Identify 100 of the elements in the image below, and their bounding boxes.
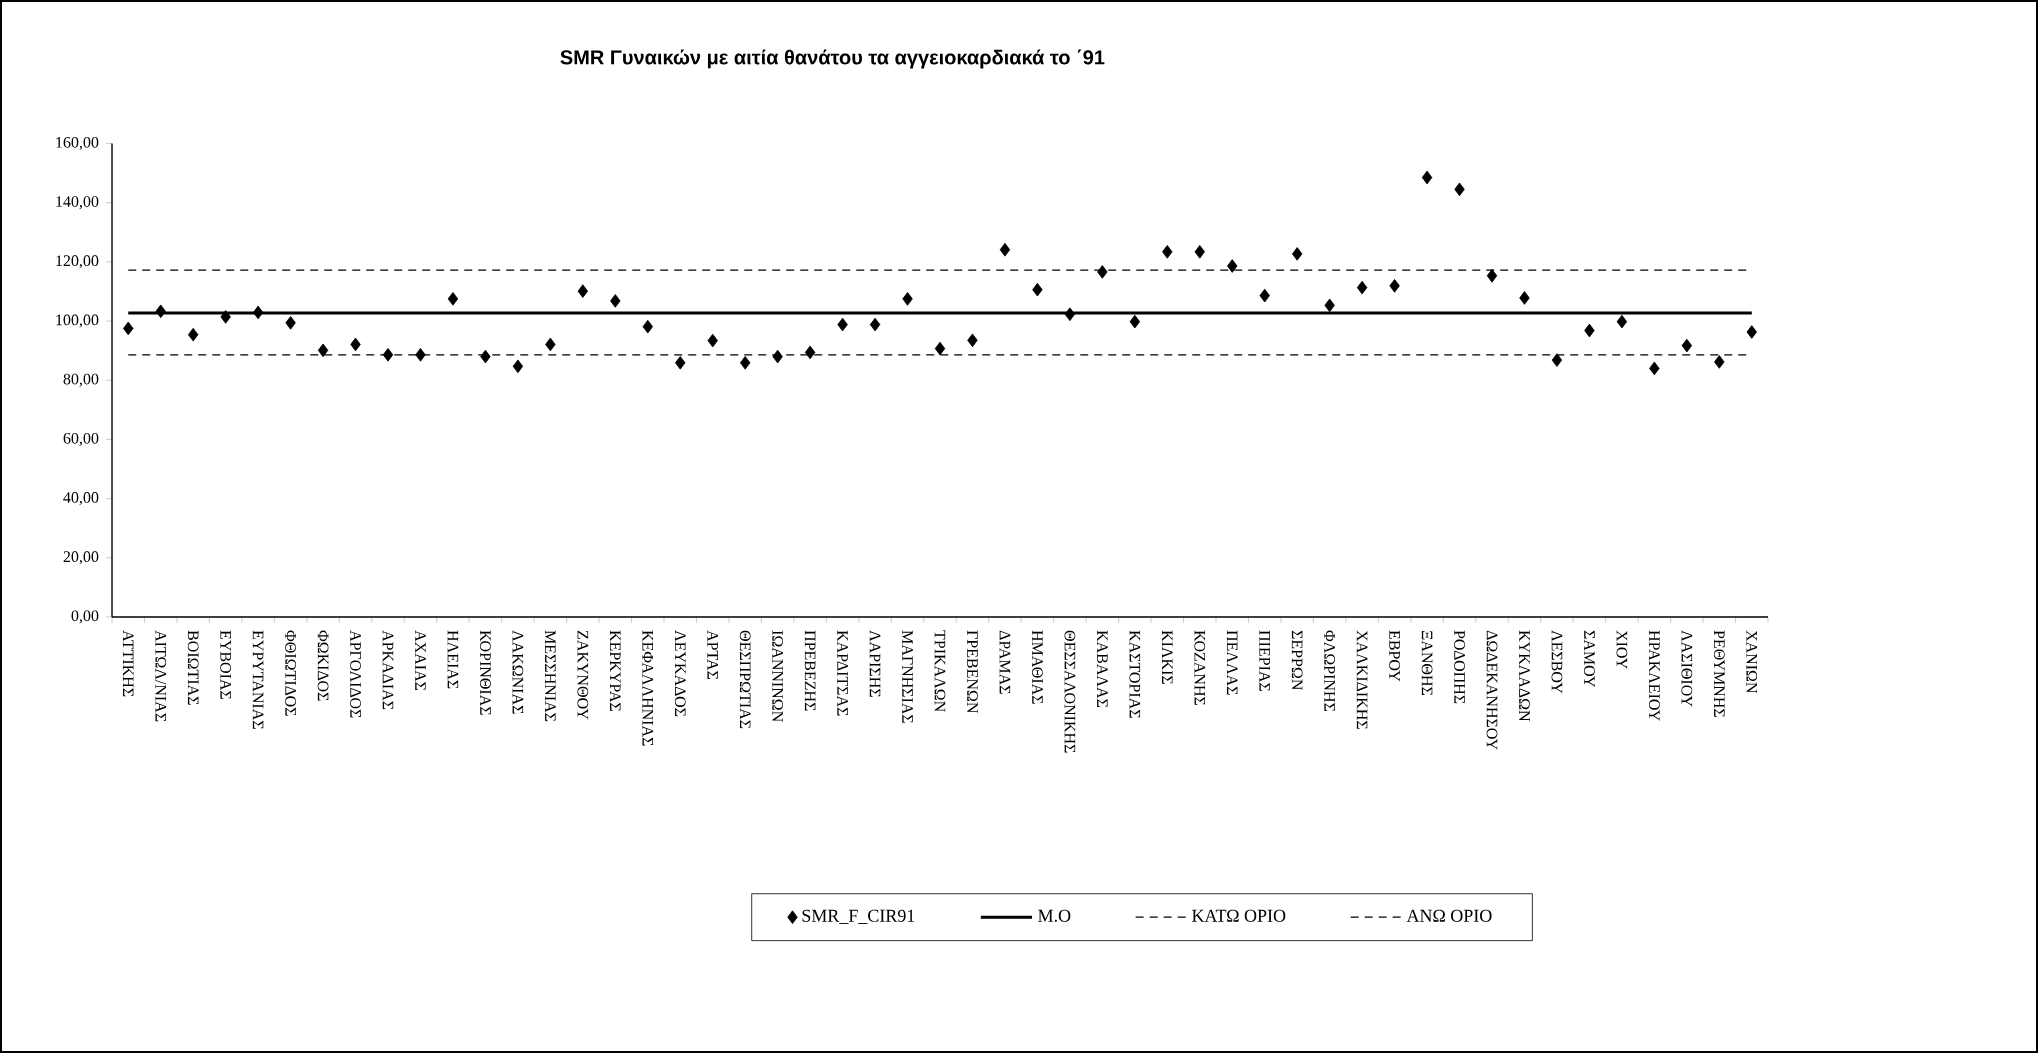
x-tick-label: ΚΑΡΔΙΤΣΑΣ bbox=[837, 630, 848, 716]
legend-label: Μ.Ο bbox=[1038, 909, 1071, 922]
legend-label: ΚΑΤΩ ΟΡΙΟ bbox=[1192, 909, 1286, 922]
point bbox=[1389, 279, 1400, 293]
y-tick-label: 140,00 bbox=[56, 196, 99, 210]
y-tick-label: 40,00 bbox=[63, 492, 99, 506]
x-tick-label: ΡΕΘΥΜΝΗΣ bbox=[1713, 630, 1725, 717]
point bbox=[1291, 247, 1303, 261]
x-tick-label: ΜΕΣΣΗΝΙΑΣ bbox=[545, 630, 556, 722]
x-tick-label: ΑΧΑΙΑΣ bbox=[415, 630, 426, 691]
x-tick-label: ΘΕΣΣΑΛΟΝΙΚΗΣ bbox=[1064, 630, 1076, 753]
y-tick-label: 100,00 bbox=[56, 314, 99, 328]
point bbox=[512, 359, 524, 374]
point bbox=[252, 305, 264, 320]
point bbox=[545, 337, 556, 352]
x-tick-label: ΑΡΓΟΛΙΔΟΣ bbox=[350, 630, 361, 718]
point bbox=[415, 347, 426, 362]
point bbox=[1584, 323, 1595, 338]
point bbox=[934, 341, 946, 356]
x-tick-label: ΑΡΚΑΔΙΑΣ bbox=[382, 630, 394, 710]
x-tick-label: ΧΙΟΥ bbox=[1616, 630, 1628, 669]
x-tick-label: ΣΕΡΡΩΝ bbox=[1291, 630, 1303, 691]
point bbox=[610, 294, 621, 308]
x-tick-label: ΚΑΣΤΟΡΙΑΣ bbox=[1129, 630, 1141, 718]
point bbox=[1486, 268, 1498, 283]
x-tick-label: ΚΟΖΑΝΗΣ bbox=[1194, 630, 1206, 705]
point bbox=[642, 319, 653, 334]
x-tick-label: ΦΘΙΩΤΙΔΟΣ bbox=[285, 630, 296, 716]
x-tick-label: ΛΑΣΙΘΙΟΥ bbox=[1681, 630, 1693, 707]
point bbox=[187, 327, 199, 342]
point bbox=[1649, 361, 1660, 376]
x-tick-label: ΚΟΡΙΝΘΙΑΣ bbox=[480, 630, 491, 715]
point bbox=[675, 355, 686, 370]
point bbox=[317, 343, 329, 358]
point bbox=[1421, 170, 1433, 185]
point bbox=[1064, 307, 1076, 322]
x-tick-label: ΑΙΤΩΛ/ΝΙΑΣ bbox=[155, 630, 167, 722]
x-tick-label: ΘΕΣΠΡΩΤΙΑΣ bbox=[739, 630, 751, 729]
y-tick-label: 160,00 bbox=[56, 136, 99, 151]
point bbox=[577, 284, 589, 298]
x-tick-label: ΠΡΕΒΕΖΗΣ bbox=[804, 630, 816, 711]
point bbox=[480, 349, 491, 364]
x-tick-label: ΛΑΡΙΣΗΣ bbox=[869, 630, 881, 697]
x-tick-label: ΚΙΛΚΙΣ bbox=[1162, 630, 1173, 684]
point bbox=[155, 304, 166, 319]
x-tick-label: ΦΩΚΙΔΟΣ bbox=[317, 630, 329, 701]
point bbox=[837, 317, 848, 332]
point bbox=[739, 355, 751, 370]
point bbox=[1454, 182, 1465, 197]
x-tick-label: ΚΕΦΑΛΛΗΝΙΑΣ bbox=[642, 630, 654, 746]
x-tick-label: ΑΤΤΙΚΗΣ bbox=[122, 630, 134, 697]
legend-label: SMR_F_CIR91 bbox=[802, 909, 915, 924]
x-tick-label: ΚΕΡΚΥΡΑΣ bbox=[610, 630, 621, 711]
x-tick-label: ΧΑΛΚΙΔΙΚΗΣ bbox=[1356, 630, 1368, 729]
legend-label: ΑΝΩ ΟΡΙΟ bbox=[1406, 909, 1492, 922]
point bbox=[902, 292, 913, 306]
y-tick-label: 20,00 bbox=[63, 551, 99, 565]
point bbox=[220, 310, 231, 324]
x-tick-label: ΦΛΩΡΙΝΗΣ bbox=[1324, 630, 1335, 712]
point bbox=[1162, 245, 1173, 259]
point bbox=[804, 345, 816, 360]
point bbox=[1324, 298, 1335, 313]
point bbox=[285, 316, 296, 330]
x-tick-label: ΛΕΥΚΑΔΟΣ bbox=[674, 630, 686, 717]
point bbox=[707, 333, 718, 348]
point bbox=[1227, 259, 1238, 273]
point bbox=[1746, 325, 1757, 339]
point bbox=[1551, 353, 1563, 367]
point bbox=[1356, 280, 1368, 295]
point bbox=[1519, 291, 1530, 305]
x-tick-label: ΧΑΝΙΩΝ bbox=[1746, 630, 1758, 694]
x-tick-label: ΓΡΕΒΕΝΩΝ bbox=[967, 630, 978, 714]
x-tick-label: ΖΑΚΥΝΘΟΥ bbox=[577, 630, 589, 720]
point bbox=[1129, 314, 1141, 329]
x-tick-label: ΠΙΕΡΙΑΣ bbox=[1259, 630, 1270, 691]
point bbox=[1194, 245, 1205, 259]
point bbox=[447, 292, 459, 306]
x-tick-label: ΑΡΤΑΣ bbox=[707, 630, 719, 680]
point bbox=[869, 317, 881, 332]
x-tick-label: ΛΑΚΩΝΙΑΣ bbox=[512, 630, 524, 714]
point bbox=[1616, 314, 1628, 329]
x-tick-label: ΠΕΛΛΑΣ bbox=[1226, 630, 1238, 695]
x-tick-label: ΔΩΔΕΚΑΝΗΣΟΥ bbox=[1486, 630, 1498, 750]
x-tick-label: ΣΑΜΟΥ bbox=[1584, 630, 1595, 688]
x-tick-label: ΔΡΑΜΑΣ bbox=[999, 630, 1011, 694]
x-tick-label: ΞΑΝΘΗΣ bbox=[1421, 630, 1433, 696]
point bbox=[772, 349, 783, 364]
point bbox=[1259, 288, 1270, 303]
point bbox=[350, 337, 361, 352]
x-tick-label: ΒΟΙΩΤΙΑΣ bbox=[187, 630, 199, 705]
x-tick-label: ΛΕΣΒΟΥ bbox=[1551, 630, 1563, 694]
point bbox=[967, 333, 978, 348]
x-tick-label: ΗΜΑΘΙΑΣ bbox=[1032, 630, 1043, 704]
y-tick-label: 120,00 bbox=[56, 255, 99, 269]
x-tick-label: ΚΥΚΛΑΔΩΝ bbox=[1519, 630, 1530, 722]
point bbox=[1097, 265, 1108, 279]
point bbox=[1032, 282, 1043, 297]
x-tick-label: ΗΡΑΚΛΕΙΟΥ bbox=[1648, 630, 1660, 721]
y-tick-label: 80,00 bbox=[63, 373, 99, 387]
point bbox=[1714, 355, 1725, 369]
